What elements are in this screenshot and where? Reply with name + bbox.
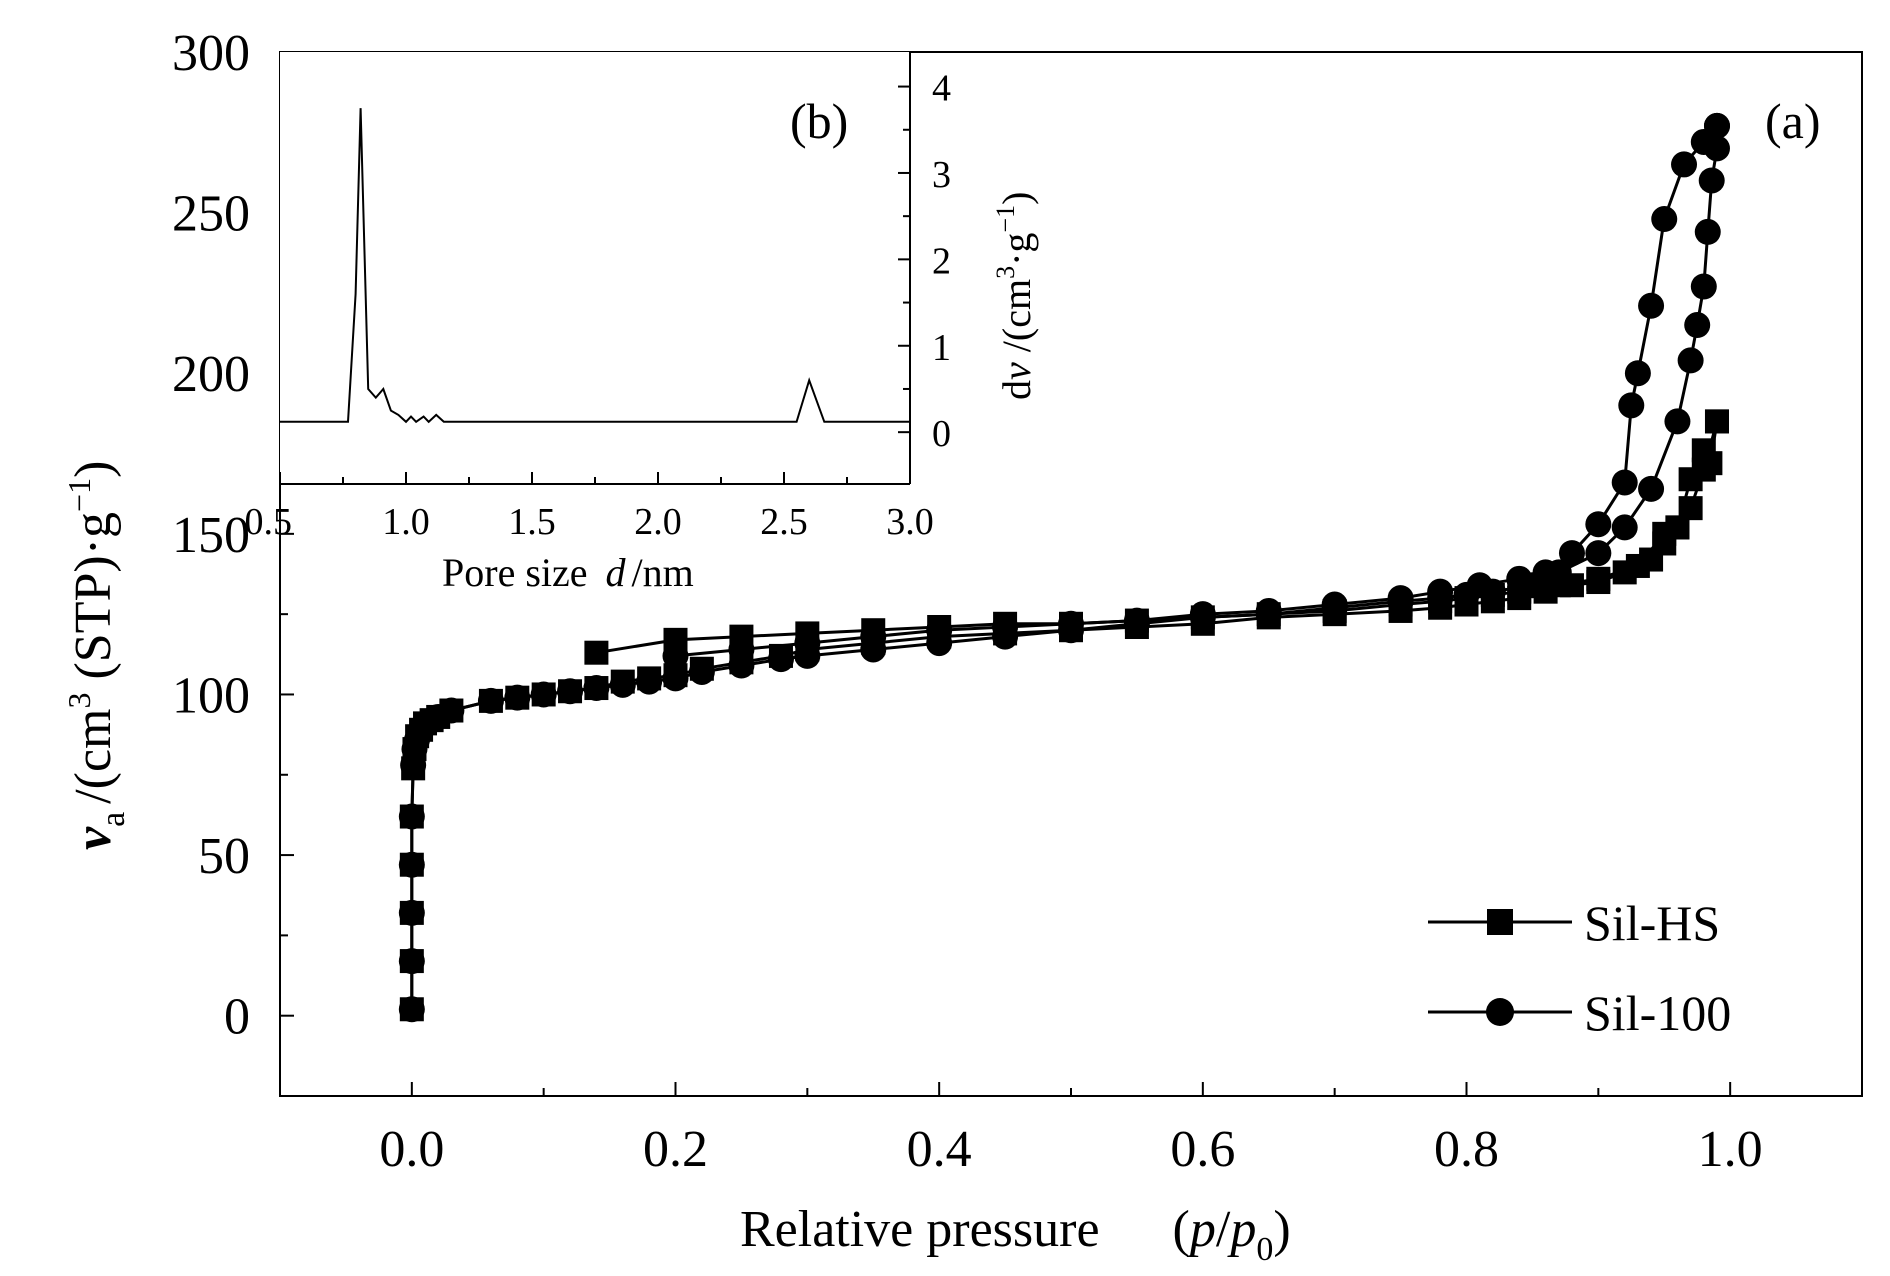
data-point-sil-100 bbox=[1532, 559, 1559, 586]
data-point-sil-100 bbox=[609, 671, 636, 698]
main-x-tick-label: 0.2 bbox=[643, 1121, 708, 1178]
main-x-tick-label: 0.6 bbox=[1170, 1121, 1235, 1178]
main-y-tick-label: 0 bbox=[224, 989, 250, 1046]
inset-axis-ticks: 0.5 1.0 1.5 2.0 2.5 3.0 0 1 2 3 4 bbox=[245, 68, 952, 543]
data-point-sil-100 bbox=[1690, 128, 1717, 155]
data-point-sil-100 bbox=[1189, 601, 1216, 628]
data-point-sil-100 bbox=[992, 614, 1019, 641]
data-point-sil-100 bbox=[1321, 591, 1348, 618]
inset-y-tick-label: 3 bbox=[932, 154, 951, 196]
inset-x-tick-label: 2.5 bbox=[760, 501, 808, 543]
data-point-sil-100 bbox=[1506, 565, 1533, 592]
data-point-sil-100 bbox=[1651, 206, 1678, 233]
data-point-sil-100 bbox=[1611, 514, 1638, 541]
inset-x-tick-label: 1.5 bbox=[508, 501, 556, 543]
legend-label-sil-hs: Sil-HS bbox=[1584, 895, 1720, 951]
data-point-sil-100 bbox=[1387, 585, 1414, 612]
data-point-sil-100 bbox=[1684, 312, 1711, 339]
main-series-group bbox=[398, 112, 1730, 1023]
main-y-tick-label: 100 bbox=[172, 667, 250, 724]
inset-y-tick-label: 4 bbox=[932, 68, 951, 110]
legend-marker-square bbox=[1487, 909, 1513, 935]
data-point-sil-hs bbox=[1704, 409, 1729, 434]
data-point-sil-100 bbox=[1698, 167, 1725, 194]
data-point-sil-100 bbox=[636, 668, 663, 695]
data-point-sil-100 bbox=[398, 948, 425, 975]
legend-label-sil-100: Sil-100 bbox=[1584, 985, 1731, 1041]
main-y-tick-label: 300 bbox=[172, 25, 250, 82]
panel-label-b: (b) bbox=[790, 93, 848, 149]
data-point-sil-100 bbox=[557, 678, 584, 705]
data-point-sil-100 bbox=[1611, 469, 1638, 496]
data-point-sil-100 bbox=[1671, 151, 1698, 178]
data-point-sil-hs bbox=[1678, 467, 1703, 492]
data-point-sil-100 bbox=[662, 665, 689, 692]
data-point-sil-100 bbox=[1558, 540, 1585, 567]
data-point-sil-100 bbox=[398, 899, 425, 926]
data-point-sil-100 bbox=[1427, 578, 1454, 605]
data-point-sil-100 bbox=[767, 646, 794, 673]
data-point-sil-100 bbox=[477, 687, 504, 714]
data-point-sil-100 bbox=[583, 675, 610, 702]
data-point-sil-100 bbox=[1624, 360, 1651, 387]
data-point-sil-100 bbox=[794, 630, 821, 657]
data-point-sil-100 bbox=[662, 642, 689, 669]
main-y-tick-label: 250 bbox=[172, 186, 250, 243]
data-point-sil-100 bbox=[1255, 597, 1282, 624]
data-point-sil-100 bbox=[1690, 273, 1717, 300]
legend: Sil-HS Sil-100 bbox=[1428, 895, 1731, 1041]
inset-x-axis-title: Pore size d/nm bbox=[442, 550, 694, 595]
inset-y-tick-label: 2 bbox=[932, 240, 951, 282]
panel-label-a: (a) bbox=[1765, 93, 1821, 149]
main-y-tick-label: 50 bbox=[198, 828, 250, 885]
data-point-sil-hs bbox=[584, 640, 609, 665]
main-y-axis-title: va/(cm3 (STP)·g−1) bbox=[61, 461, 132, 850]
inset-y-axis-title: dv /(cm3·g−1) bbox=[991, 192, 1039, 400]
inset-x-tick-label: 1.0 bbox=[382, 501, 430, 543]
main-x-tick-label: 0.0 bbox=[379, 1121, 444, 1178]
data-point-sil-100 bbox=[1585, 511, 1612, 538]
main-x-tick-label: 0.4 bbox=[907, 1121, 972, 1178]
main-axis-ticks: 0.0 0.2 0.4 0.6 0.8 1.0 0 50 100 150 200 250 300 bbox=[172, 25, 1763, 1178]
data-point-sil-100 bbox=[1585, 540, 1612, 567]
inset-y-tick-label: 1 bbox=[932, 327, 951, 369]
inset-series-group bbox=[280, 108, 910, 424]
data-point-sil-100 bbox=[530, 681, 557, 708]
data-point-sil-100 bbox=[1694, 218, 1721, 245]
data-point-sil-hs bbox=[1691, 438, 1716, 463]
inset-x-tick-label: 0.5 bbox=[245, 501, 293, 543]
data-point-sil-100 bbox=[1677, 347, 1704, 374]
data-point-sil-100 bbox=[398, 996, 425, 1023]
main-y-tick-label: 200 bbox=[172, 346, 250, 403]
legend-marker-circle bbox=[1486, 998, 1514, 1026]
main-y-tick-label: 150 bbox=[172, 507, 250, 564]
data-point-sil-100 bbox=[1638, 475, 1665, 502]
data-point-sil-hs bbox=[1586, 566, 1611, 591]
data-point-sil-hs bbox=[1652, 521, 1677, 546]
data-point-sil-100 bbox=[926, 617, 953, 644]
data-point-sil-100 bbox=[438, 697, 465, 724]
data-point-sil-100 bbox=[398, 803, 425, 830]
data-point-sil-hs bbox=[1625, 553, 1650, 578]
main-x-tick-label: 1.0 bbox=[1698, 1121, 1763, 1178]
main-x-tick-label: 0.8 bbox=[1434, 1121, 1499, 1178]
data-point-sil-100 bbox=[1638, 292, 1665, 319]
data-point-sil-100 bbox=[1058, 610, 1084, 637]
data-point-sil-100 bbox=[398, 851, 425, 878]
data-point-sil-100 bbox=[1123, 607, 1150, 634]
data-point-sil-100 bbox=[1466, 572, 1493, 599]
data-point-sil-100 bbox=[688, 658, 715, 685]
data-point-sil-100 bbox=[1618, 392, 1645, 419]
pore-size-distribution-line bbox=[280, 108, 910, 424]
inset-x-tick-label: 3.0 bbox=[886, 501, 934, 543]
main-x-axis-title: Relative pressure (p/p0) bbox=[740, 1201, 1291, 1268]
inset-y-tick-label: 0 bbox=[932, 413, 951, 455]
data-point-sil-100 bbox=[860, 623, 887, 650]
data-point-sil-100 bbox=[728, 636, 755, 663]
inset-x-tick-label: 2.0 bbox=[634, 501, 682, 543]
data-point-sil-100 bbox=[1664, 408, 1691, 435]
inset-background bbox=[280, 52, 910, 484]
data-point-sil-100 bbox=[504, 684, 531, 711]
